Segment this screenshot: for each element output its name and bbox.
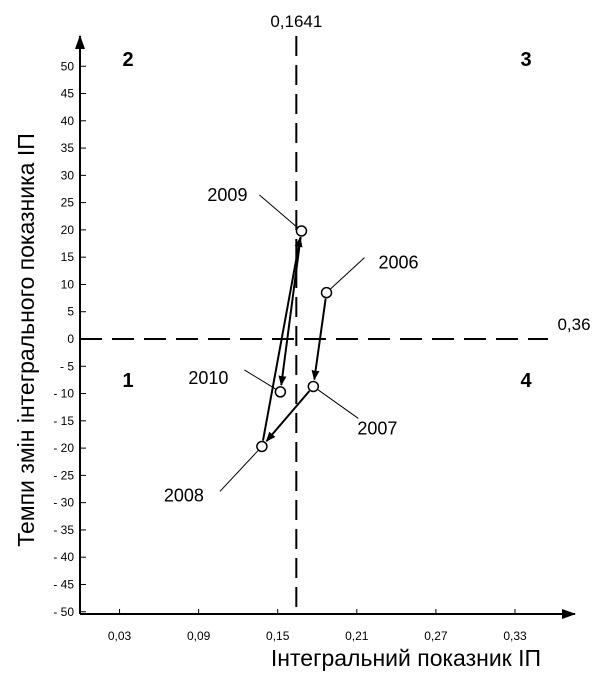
y-tick-label: 5 <box>67 305 74 319</box>
leader-2008 <box>219 446 263 492</box>
x-tick-label: 0,27 <box>424 629 448 643</box>
quadrant-4-label: 4 <box>520 370 532 392</box>
y-tick-label: 15 <box>61 250 75 264</box>
arrow-2009-2010 <box>278 236 302 386</box>
x-tick-label: 0,15 <box>266 629 290 643</box>
x-tick-label: 0,21 <box>345 629 369 643</box>
quadrant-2-label: 2 <box>122 49 133 71</box>
y-tick-label: 35 <box>61 141 75 155</box>
data-points <box>256 225 333 453</box>
vertical-reference-label: 0,1641 <box>270 12 322 31</box>
arrow-2006-2007 <box>311 298 327 381</box>
point-2006 <box>320 286 333 299</box>
leader-2006 <box>326 257 365 294</box>
y-tick-label: - 15 <box>53 414 74 428</box>
y-tick-label: - 5 <box>60 359 74 373</box>
point-2007 <box>307 380 320 393</box>
point-2010 <box>274 386 287 398</box>
y-tick-label: 20 <box>61 223 75 237</box>
point-label-2006: 2006 <box>379 253 419 273</box>
point-labels: 2006 2007 2008 2009 2010 <box>164 185 419 505</box>
label-leader-lines <box>219 194 365 492</box>
y-tick-label: 10 <box>61 277 75 291</box>
point-label-2008: 2008 <box>164 485 204 505</box>
point-label-2007: 2007 <box>357 418 397 438</box>
y-tick-label: - 30 <box>53 496 74 510</box>
x-ticks: 0,03 0,09 0,15 0,21 0,27 0,33 <box>108 609 527 643</box>
arrow-2008-2009 <box>262 236 303 441</box>
point-2008 <box>256 440 268 453</box>
y-tick-label: - 45 <box>53 577 74 591</box>
x-tick-label: 0,33 <box>503 629 527 643</box>
point-label-2010: 2010 <box>188 368 228 388</box>
x-tick-label: 0,09 <box>187 629 211 643</box>
y-tick-label: - 35 <box>53 523 74 537</box>
point-label-2009: 2009 <box>207 185 247 205</box>
quadrant-1-label: 1 <box>122 370 133 392</box>
leader-2007 <box>313 386 359 419</box>
point-2009 <box>295 225 308 237</box>
y-tick-label: 50 <box>61 59 75 73</box>
y-tick-label: 25 <box>61 196 75 210</box>
arrow-2007-2008 <box>265 390 311 442</box>
y-tick-label: 0 <box>67 332 74 346</box>
horizontal-reference-label: 0,36 <box>557 315 590 334</box>
trajectory-arrows <box>262 236 327 442</box>
y-tick-label: 45 <box>61 87 75 101</box>
leader-2010 <box>244 369 281 393</box>
y-tick-label: - 40 <box>53 550 74 564</box>
y-tick-label: 40 <box>61 114 75 128</box>
y-axis-title: Темпи змін інтегрального показника ІП <box>13 133 39 547</box>
leader-2009 <box>259 194 302 232</box>
quadrant-3-label: 3 <box>520 49 531 71</box>
y-tick-label: - 20 <box>53 441 74 455</box>
y-tick-label: - 25 <box>53 468 74 482</box>
y-tick-label: 30 <box>61 168 75 182</box>
y-tick-label: - 50 <box>53 605 74 619</box>
y-tick-label: - 10 <box>53 387 74 401</box>
x-tick-label: 0,03 <box>108 629 132 643</box>
x-axis-title: Інтегральний показник ІП <box>271 645 541 671</box>
